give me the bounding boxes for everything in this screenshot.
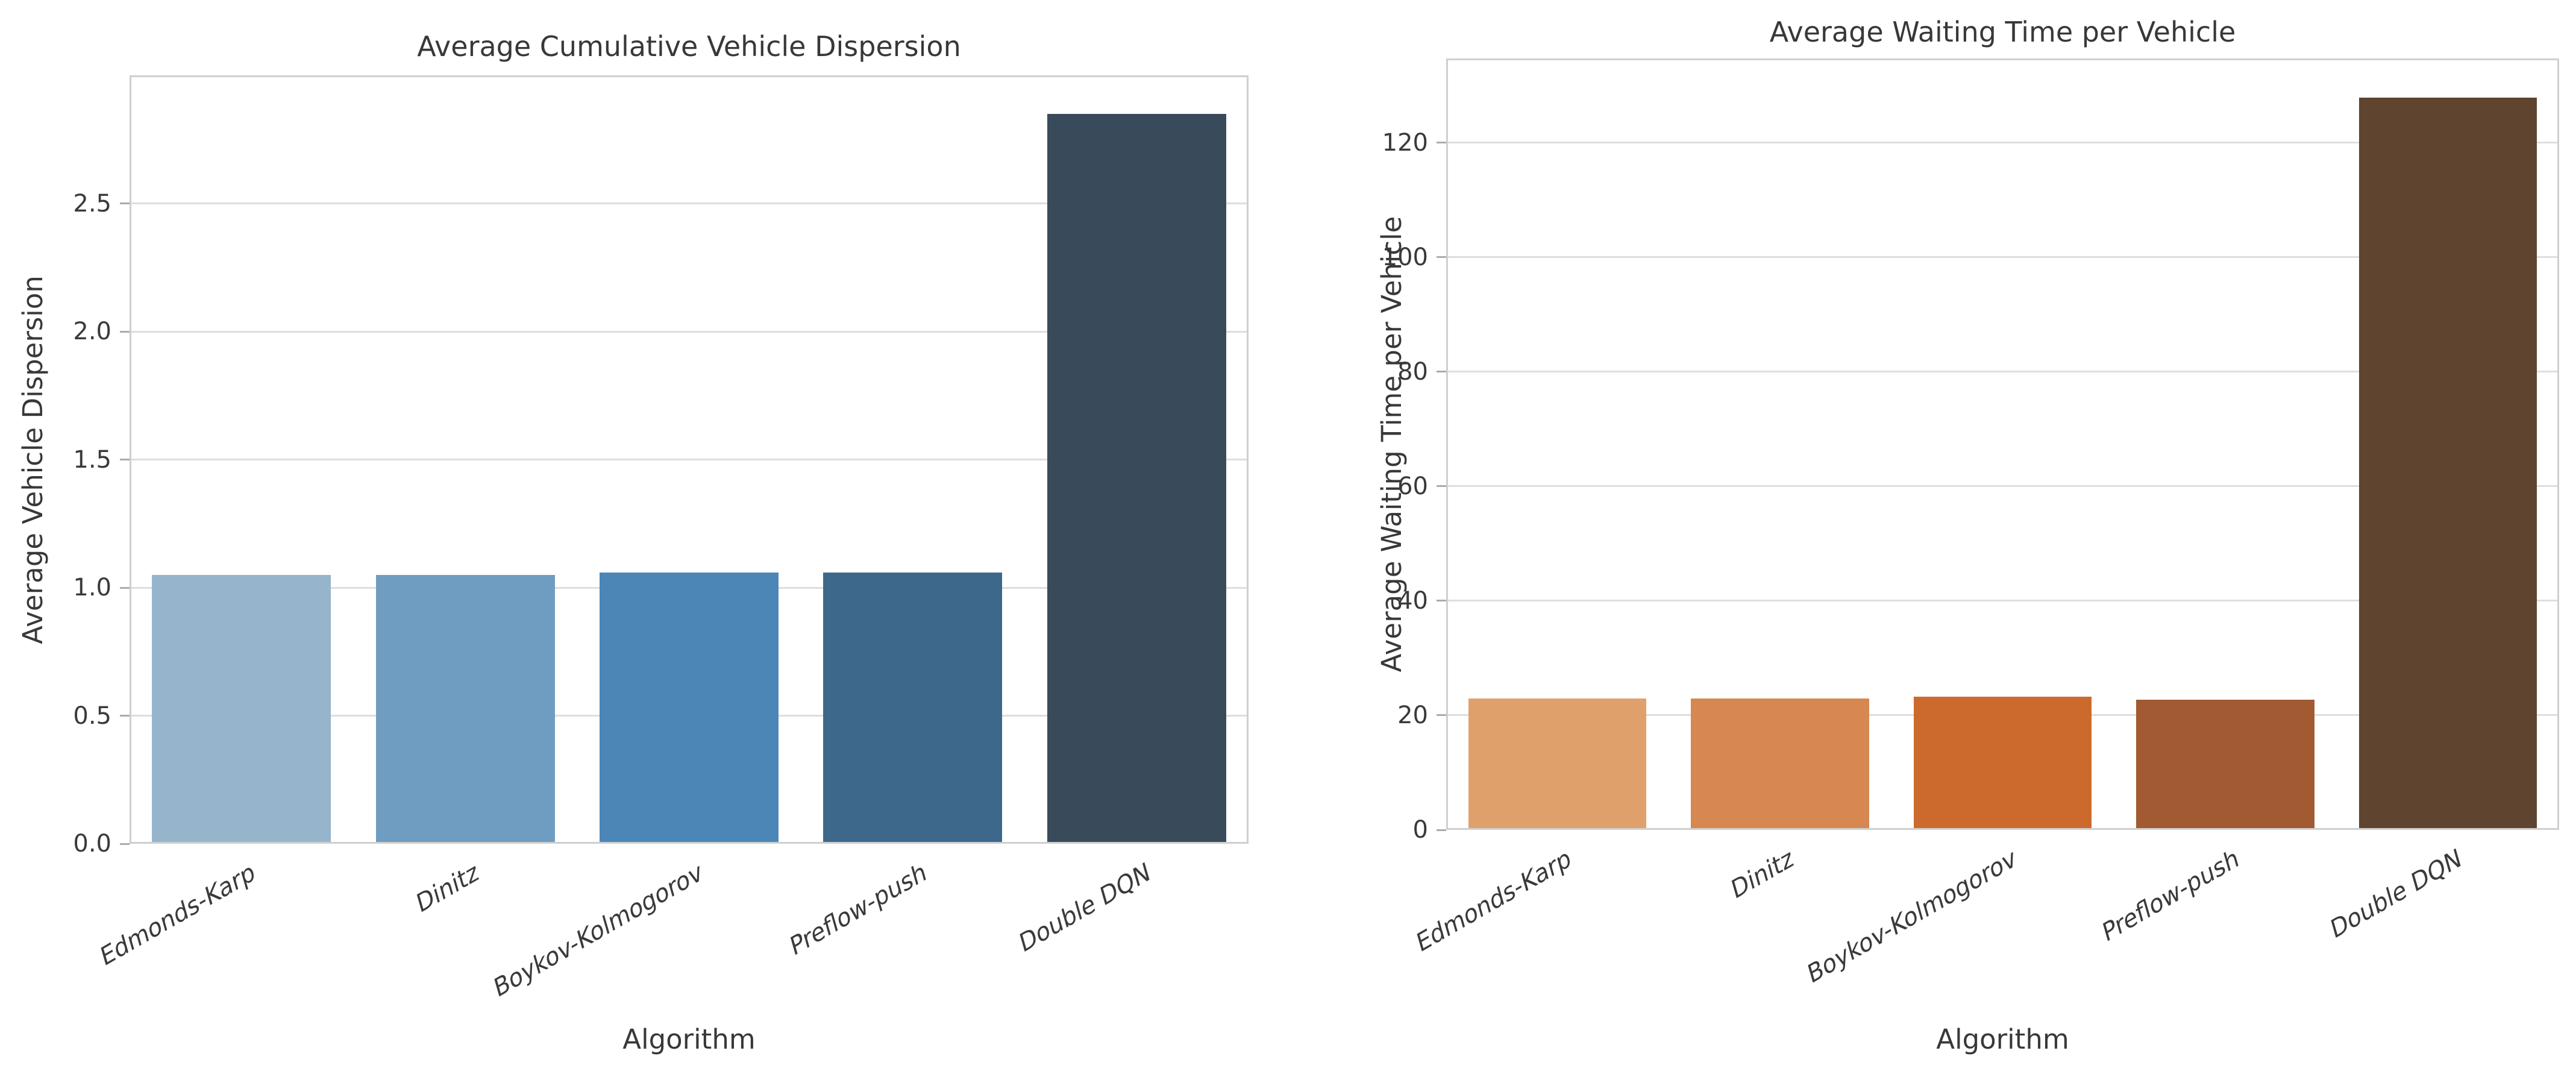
y-tick-label: 120 <box>1382 128 1428 157</box>
y-tick-mark <box>120 330 130 333</box>
y-tick-mark <box>120 459 130 460</box>
bar-dinitz <box>1691 698 1869 828</box>
y-tick-label: 0.5 <box>73 702 111 730</box>
bar-preflow-push <box>823 572 1003 842</box>
y-tick-label: 80 <box>1397 357 1428 386</box>
y-tick-mark <box>120 202 130 204</box>
bar-double-dqn <box>1047 113 1226 842</box>
y-tick-mark <box>1437 829 1446 831</box>
y-tick-label: 1.0 <box>73 574 111 601</box>
y-tick-mark <box>1437 256 1446 259</box>
x-axis-label: Algorithm <box>1936 1023 2069 1055</box>
bar-preflow-push <box>2136 700 2314 828</box>
y-tick-mark <box>120 843 130 845</box>
y-tick-mark <box>1437 714 1446 717</box>
y-tick-mark <box>1437 485 1446 488</box>
gridline <box>131 202 1247 204</box>
y-tick-mark <box>1437 371 1446 373</box>
bar-dinitz <box>375 574 555 842</box>
bar-boykov-kolmogorov <box>599 572 779 842</box>
gridline <box>1448 142 2557 144</box>
x-axis-label: Algorithm <box>622 1023 756 1055</box>
bar-boykov-kolmogorov <box>1913 696 2092 828</box>
bar-edmonds-karp <box>152 574 331 842</box>
y-tick-mark <box>120 586 130 589</box>
y-tick-mark <box>120 715 130 717</box>
y-axis-label: Average Vehicle Dispersion <box>17 275 49 644</box>
x-tick-label-boykov-kolmogorov: Boykov-Kolmogorov <box>1804 843 2019 990</box>
x-tick-label-edmonds-karp: Edmonds-Karp <box>1413 843 1574 959</box>
y-tick-label: 60 <box>1397 472 1428 500</box>
x-tick-label-double-dqn: Double DQN <box>2327 843 2465 945</box>
y-tick-mark <box>1437 142 1446 144</box>
gridline <box>1448 371 2557 373</box>
y-tick-label: 40 <box>1397 586 1428 615</box>
y-tick-label: 20 <box>1397 701 1428 729</box>
gridline <box>1448 256 2557 259</box>
y-tick-label: 1.5 <box>73 445 111 474</box>
x-tick-label-preflow-push: Preflow-push <box>2099 843 2242 949</box>
chart-title: Average Waiting Time per Vehicle <box>1769 16 2236 48</box>
y-tick-label: 0.0 <box>73 830 111 858</box>
y-tick-label: 0 <box>1412 816 1428 844</box>
x-tick-label-dinitz: Dinitz <box>1728 843 1797 906</box>
gridline <box>131 459 1247 460</box>
y-axis-label: Average Waiting Time per Vehicle <box>1376 216 1408 673</box>
gridline <box>1448 485 2557 488</box>
y-tick-label: 2.0 <box>73 318 111 345</box>
chart-title: Average Cumulative Vehicle Dispersion <box>417 30 961 63</box>
bar-edmonds-karp <box>1468 698 1647 828</box>
y-tick-mark <box>1437 600 1446 602</box>
gridline <box>131 330 1247 333</box>
y-tick-label: 100 <box>1382 243 1428 271</box>
bar-double-dqn <box>2358 97 2537 828</box>
gridline <box>1448 600 2557 602</box>
y-tick-label: 2.5 <box>73 189 111 218</box>
